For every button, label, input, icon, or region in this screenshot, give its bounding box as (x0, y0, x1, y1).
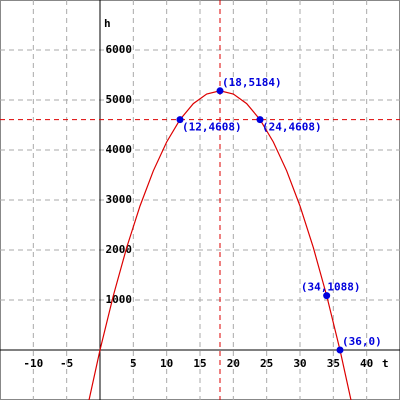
point (323, 292, 331, 300)
x-tick-label: 5 (130, 357, 137, 370)
y-tick-label: 5000 (106, 93, 133, 106)
y-tick-label: 6000 (106, 43, 133, 56)
point-label: (36,0) (342, 335, 382, 348)
point-label: (24,4608) (262, 121, 322, 134)
point-label: (18,5184) (222, 76, 282, 89)
x-tick-label: 10 (160, 357, 173, 370)
point (256, 116, 264, 124)
point (216, 87, 224, 95)
x-tick-label: -10 (23, 357, 43, 370)
point-label: (34,1088) (301, 281, 361, 294)
x-tick-label: 15 (193, 357, 206, 370)
point (336, 346, 344, 354)
x-tick-label: 40 (360, 357, 373, 370)
y-axis-label: h (104, 17, 111, 30)
point (176, 116, 184, 124)
y-tick-label: 4000 (106, 143, 133, 156)
x-tick-label: 25 (260, 357, 273, 370)
x-tick-label: 35 (327, 357, 340, 370)
x-tick-label: 30 (293, 357, 306, 370)
x-tick-label: -5 (60, 357, 73, 370)
x-axis-label: t (382, 357, 389, 370)
y-tick-label: 1000 (106, 293, 133, 306)
x-tick-label: 20 (227, 357, 240, 370)
y-tick-label: 3000 (106, 193, 133, 206)
point-label: (12,4608) (182, 121, 242, 134)
